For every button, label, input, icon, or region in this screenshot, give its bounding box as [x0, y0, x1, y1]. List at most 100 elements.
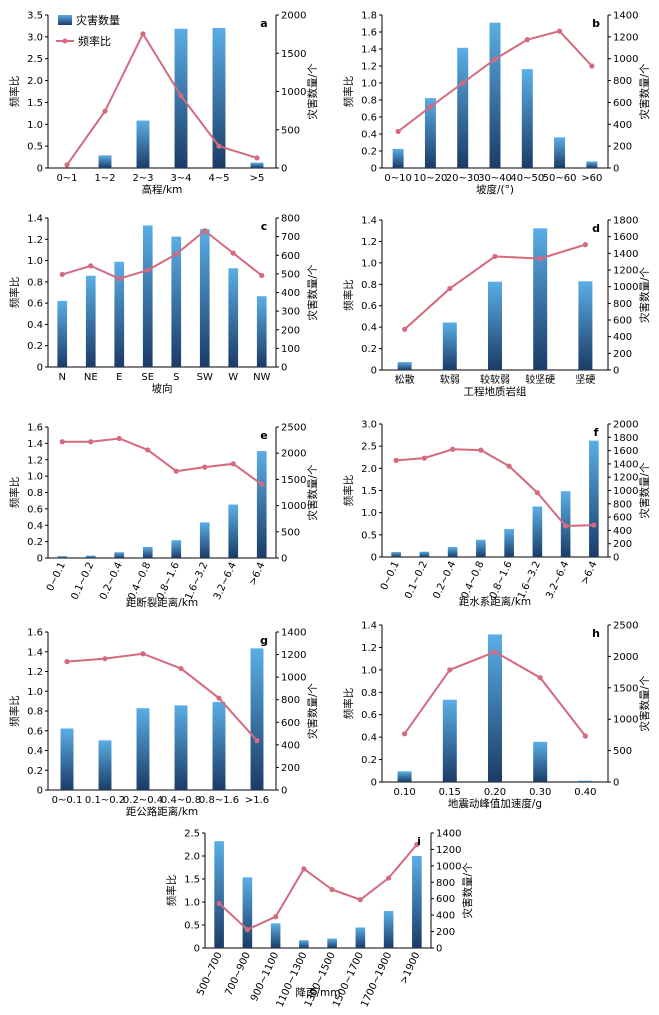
left-tick-label: 1.0	[361, 508, 377, 519]
x-tick-label: >6.4	[247, 561, 267, 588]
right-tick-label: 200	[613, 142, 632, 153]
right-tick-label: 800	[281, 214, 300, 225]
y-right-axis-label: 灾害数量/个	[638, 462, 651, 519]
ratio-point	[329, 886, 335, 893]
bar	[142, 546, 153, 558]
x-tick-label: 40~50	[510, 173, 544, 184]
legend-bar-label: 灾害数量	[76, 13, 120, 27]
x-axis-label: 距断裂距离/km	[126, 596, 198, 609]
y-right-axis-label: 灾害数量/个	[306, 63, 319, 120]
ratio-point	[88, 263, 94, 269]
right-tick-label: 2000	[613, 652, 638, 663]
left-tick-label: 0.8	[27, 277, 43, 288]
bar	[442, 699, 457, 782]
ratio-line	[62, 437, 263, 486]
bar	[57, 556, 68, 558]
left-tick-label: 1.2	[27, 667, 43, 678]
panel-letter: c	[261, 220, 268, 233]
panel-letter: h	[592, 627, 600, 640]
x-tick-label: 20~30	[446, 173, 480, 184]
ratio-point	[216, 900, 222, 906]
x-axis-label: 坡向	[152, 382, 173, 395]
left-tick-label: 0.6	[27, 299, 43, 310]
x-tick-label: 0~0.1	[52, 795, 83, 806]
right-tick-label: 1200	[613, 32, 638, 43]
y-right-axis-label: 灾害数量/个	[461, 862, 474, 919]
ratio-point	[102, 108, 108, 114]
left-tick-label: 0.5	[184, 921, 200, 932]
ratio-line	[396, 448, 594, 527]
bar	[299, 940, 309, 948]
x-tick-label: N	[59, 372, 66, 383]
right-tick-label: 2500	[281, 423, 306, 434]
left-tick-label: 0	[37, 164, 43, 175]
bar	[256, 296, 267, 367]
left-tick-label: 1.0	[27, 120, 43, 131]
ratio-point	[582, 242, 589, 248]
right-tick-label: 200	[613, 539, 632, 550]
x-axis-label: 距公路距离/km	[126, 805, 198, 818]
x-tick-label: 0.40	[574, 787, 596, 798]
bar	[85, 555, 96, 558]
left-tick-label: 1.0	[361, 79, 377, 90]
left-tick-label: 1.2	[361, 237, 377, 248]
ratio-point	[506, 463, 512, 469]
x-tick-label: 0~1	[56, 173, 77, 184]
right-tick-label: 1000	[613, 282, 638, 293]
x-tick-label: SW	[197, 372, 213, 383]
bar	[199, 522, 210, 558]
ratio-point	[173, 251, 179, 257]
left-tick-label: 1.2	[361, 62, 377, 73]
ratio-point	[273, 914, 279, 920]
x-tick-label: 较软弱	[480, 373, 510, 386]
ratio-point	[64, 162, 70, 168]
right-tick-label: 1600	[613, 446, 638, 457]
right-tick-label: 1400	[613, 249, 638, 260]
bar	[586, 161, 598, 168]
right-tick-label: 1200	[613, 266, 638, 277]
x-tick-label: 0~0.1	[45, 561, 68, 593]
bar	[383, 911, 394, 948]
legend: 灾害数量 频率比	[56, 13, 120, 48]
left-tick-label: 1.4	[27, 214, 43, 225]
bar	[419, 551, 430, 557]
ratio-point	[230, 461, 236, 467]
right-tick-label: 600	[613, 316, 632, 327]
right-tick-label: 400	[613, 120, 632, 131]
bar	[228, 268, 239, 367]
ratio-point	[301, 866, 307, 872]
y-left-axis-label: 频率比	[342, 76, 355, 108]
bar	[442, 322, 457, 370]
x-tick-label: >5	[250, 173, 265, 184]
left-tick-label: 0.8	[361, 688, 377, 699]
right-tick-label: 1000	[613, 486, 638, 497]
bar	[488, 634, 502, 782]
panel-letter: d	[592, 222, 600, 235]
right-tick-label: 600	[613, 98, 632, 109]
bar	[228, 504, 239, 558]
bar	[250, 648, 264, 790]
right-tick-label: 1500	[613, 683, 638, 694]
left-tick-label: 1.5	[27, 98, 43, 109]
ratio-point	[357, 897, 363, 903]
y-right-axis-label: 灾害数量/个	[306, 464, 319, 521]
left-tick-label: 3.0	[361, 420, 377, 431]
chart-panel-e: 0 0.2 0.4 0.6 0.8 1.0 1.2 1.4 1.6 0 500 1000 1500 200…	[8, 423, 319, 610]
x-axis-label: 高程/km	[142, 183, 183, 196]
bar	[98, 740, 112, 790]
y-left-axis-label: 频率比	[8, 477, 21, 509]
ratio-point	[88, 439, 94, 445]
ratio-point	[524, 37, 530, 43]
bar	[327, 938, 337, 948]
left-tick-label: 0.2	[361, 344, 377, 355]
right-tick-label: 0	[281, 786, 287, 797]
left-tick-label: 0.6	[27, 504, 43, 515]
x-tick-label: 900~1100	[249, 951, 281, 1004]
ratio-point	[395, 128, 401, 135]
left-tick-label: 0	[37, 786, 43, 797]
left-tick-label: 0.5	[361, 530, 377, 541]
bar	[532, 506, 543, 557]
right-tick-label: 800	[613, 499, 632, 510]
bar	[412, 856, 422, 948]
left-tick-label: 0.4	[27, 746, 43, 757]
